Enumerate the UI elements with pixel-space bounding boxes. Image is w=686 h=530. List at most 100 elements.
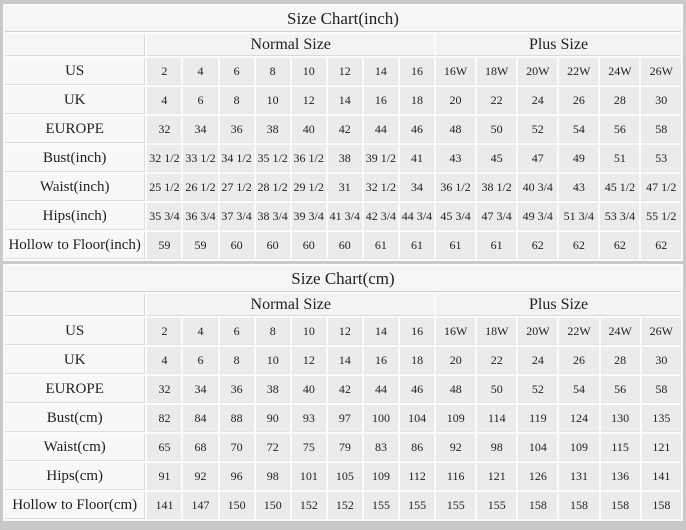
size-value-cell: 114 bbox=[477, 405, 517, 432]
size-value-cell: 60 bbox=[255, 232, 290, 259]
row-label: US bbox=[5, 318, 146, 345]
size-value-cell: 41 bbox=[399, 145, 434, 172]
size-value-cell: 8 bbox=[255, 318, 290, 345]
row-label: Hips(cm) bbox=[5, 463, 146, 490]
row-label: Bust(cm) bbox=[5, 405, 146, 432]
size-value-cell: 155 bbox=[363, 492, 399, 519]
size-value-cell: 100 bbox=[363, 405, 399, 432]
size-value-cell: 90 bbox=[255, 405, 290, 432]
size-value-cell: 34 1/2 bbox=[219, 145, 254, 172]
size-value-cell: 124 bbox=[559, 405, 599, 432]
size-value-cell: 51 3/4 bbox=[559, 203, 599, 230]
size-value-cell: 20 bbox=[436, 347, 476, 374]
size-value-cell: 155 bbox=[477, 492, 517, 519]
group-header-row: Normal Size Plus Size bbox=[5, 294, 681, 316]
group-header-plus-size: Plus Size bbox=[436, 34, 681, 56]
size-value-cell: 4 bbox=[147, 87, 182, 114]
size-value-cell: 29 1/2 bbox=[291, 174, 326, 201]
size-value-cell: 16 bbox=[363, 347, 399, 374]
size-value-cell: 101 bbox=[291, 463, 326, 490]
size-value-cell: 115 bbox=[600, 434, 640, 461]
size-value-cell: 75 bbox=[291, 434, 326, 461]
table-row: Bust(cm) 82 84 88 90 93 97 100 104 109 114 119 124 13… bbox=[5, 405, 681, 432]
size-value-cell: 18W bbox=[477, 58, 517, 85]
size-value-cell: 116 bbox=[436, 463, 476, 490]
size-value-cell: 14 bbox=[327, 87, 362, 114]
size-value-cell: 26 1/2 bbox=[183, 174, 218, 201]
size-value-cell: 62 bbox=[518, 232, 558, 259]
size-value-cell: 59 bbox=[147, 232, 182, 259]
size-value-cell: 14 bbox=[363, 58, 398, 85]
size-value-cell: 82 bbox=[147, 405, 182, 432]
corner-cell bbox=[5, 294, 146, 316]
row-label: Hips(inch) bbox=[5, 203, 146, 230]
size-value-cell: 32 bbox=[147, 116, 182, 143]
size-value-cell: 86 bbox=[400, 434, 435, 461]
size-value-cell: 55 1/2 bbox=[641, 203, 681, 230]
table-title-row: Size Chart(inch) bbox=[5, 6, 681, 32]
size-value-cell: 62 bbox=[600, 232, 640, 259]
size-value-cell: 92 bbox=[436, 434, 476, 461]
size-value-cell: 83 bbox=[363, 434, 399, 461]
size-value-cell: 158 bbox=[641, 492, 681, 519]
size-value-cell: 56 bbox=[600, 116, 640, 143]
size-value-cell: 158 bbox=[600, 492, 640, 519]
size-value-cell: 36 bbox=[219, 376, 254, 403]
size-value-cell: 16 bbox=[400, 318, 435, 345]
row-label: Hollow to Floor(cm) bbox=[5, 492, 146, 519]
size-value-cell: 48 bbox=[436, 376, 476, 403]
size-value-cell: 141 bbox=[147, 492, 182, 519]
row-label: Hollow to Floor(inch) bbox=[5, 232, 146, 259]
size-value-cell: 38 bbox=[255, 116, 290, 143]
size-value-cell: 130 bbox=[600, 405, 640, 432]
size-value-cell: 88 bbox=[219, 405, 254, 432]
size-value-cell: 36 bbox=[219, 116, 254, 143]
size-value-cell: 54 bbox=[559, 116, 599, 143]
size-value-cell: 24W bbox=[600, 318, 640, 345]
size-value-cell: 42 3/4 bbox=[363, 203, 398, 230]
size-value-cell: 119 bbox=[518, 405, 558, 432]
size-value-cell: 98 bbox=[477, 434, 517, 461]
size-value-cell: 16W bbox=[436, 318, 476, 345]
table-row: EUROPE 32 34 36 38 40 42 44 46 48 50 52 54 56 58 bbox=[5, 376, 681, 403]
size-value-cell: 16 bbox=[399, 58, 434, 85]
size-value-cell: 47 3/4 bbox=[477, 203, 517, 230]
size-value-cell: 56 bbox=[600, 376, 640, 403]
size-value-cell: 37 3/4 bbox=[219, 203, 254, 230]
size-value-cell: 22W bbox=[559, 318, 599, 345]
group-header-normal-size: Normal Size bbox=[147, 34, 434, 56]
size-value-cell: 36 1/2 bbox=[291, 145, 326, 172]
size-value-cell: 31 bbox=[327, 174, 362, 201]
size-chart-table: Size Chart(inch) Normal Size Plus Size US 2 4… bbox=[3, 4, 683, 261]
size-value-cell: 35 3/4 bbox=[147, 203, 182, 230]
size-value-cell: 40 3/4 bbox=[518, 174, 558, 201]
size-value-cell: 135 bbox=[641, 405, 681, 432]
size-value-cell: 112 bbox=[400, 463, 435, 490]
size-value-cell: 48 bbox=[436, 116, 476, 143]
size-value-cell: 141 bbox=[641, 463, 681, 490]
size-value-cell: 104 bbox=[400, 405, 435, 432]
size-value-cell: 33 1/2 bbox=[183, 145, 218, 172]
size-value-cell: 20 bbox=[436, 87, 476, 114]
size-value-cell: 8 bbox=[219, 347, 254, 374]
size-value-cell: 30 bbox=[641, 347, 681, 374]
table-title-row: Size Chart(cm) bbox=[5, 266, 681, 292]
size-value-cell: 26 bbox=[559, 347, 599, 374]
size-value-cell: 24 bbox=[518, 87, 558, 114]
size-value-cell: 46 bbox=[399, 116, 434, 143]
table-row: US 2 4 6 8 10 12 14 16 16W 18W 20W 22W 24W 26W bbox=[5, 318, 681, 345]
size-value-cell: 6 bbox=[183, 87, 218, 114]
size-value-cell: 43 bbox=[436, 145, 476, 172]
size-value-cell: 53 bbox=[641, 145, 681, 172]
size-value-cell: 39 3/4 bbox=[291, 203, 326, 230]
size-chart-cm-section: Size Chart(cm) Normal Size Plus Size US 2 4 6 8… bbox=[3, 264, 683, 521]
size-value-cell: 61 bbox=[399, 232, 434, 259]
size-value-cell: 44 3/4 bbox=[399, 203, 434, 230]
size-value-cell: 28 bbox=[600, 87, 640, 114]
size-value-cell: 72 bbox=[255, 434, 290, 461]
size-value-cell: 58 bbox=[641, 376, 681, 403]
size-value-cell: 2 bbox=[147, 318, 182, 345]
size-value-cell: 49 3/4 bbox=[518, 203, 558, 230]
size-value-cell: 35 1/2 bbox=[255, 145, 290, 172]
